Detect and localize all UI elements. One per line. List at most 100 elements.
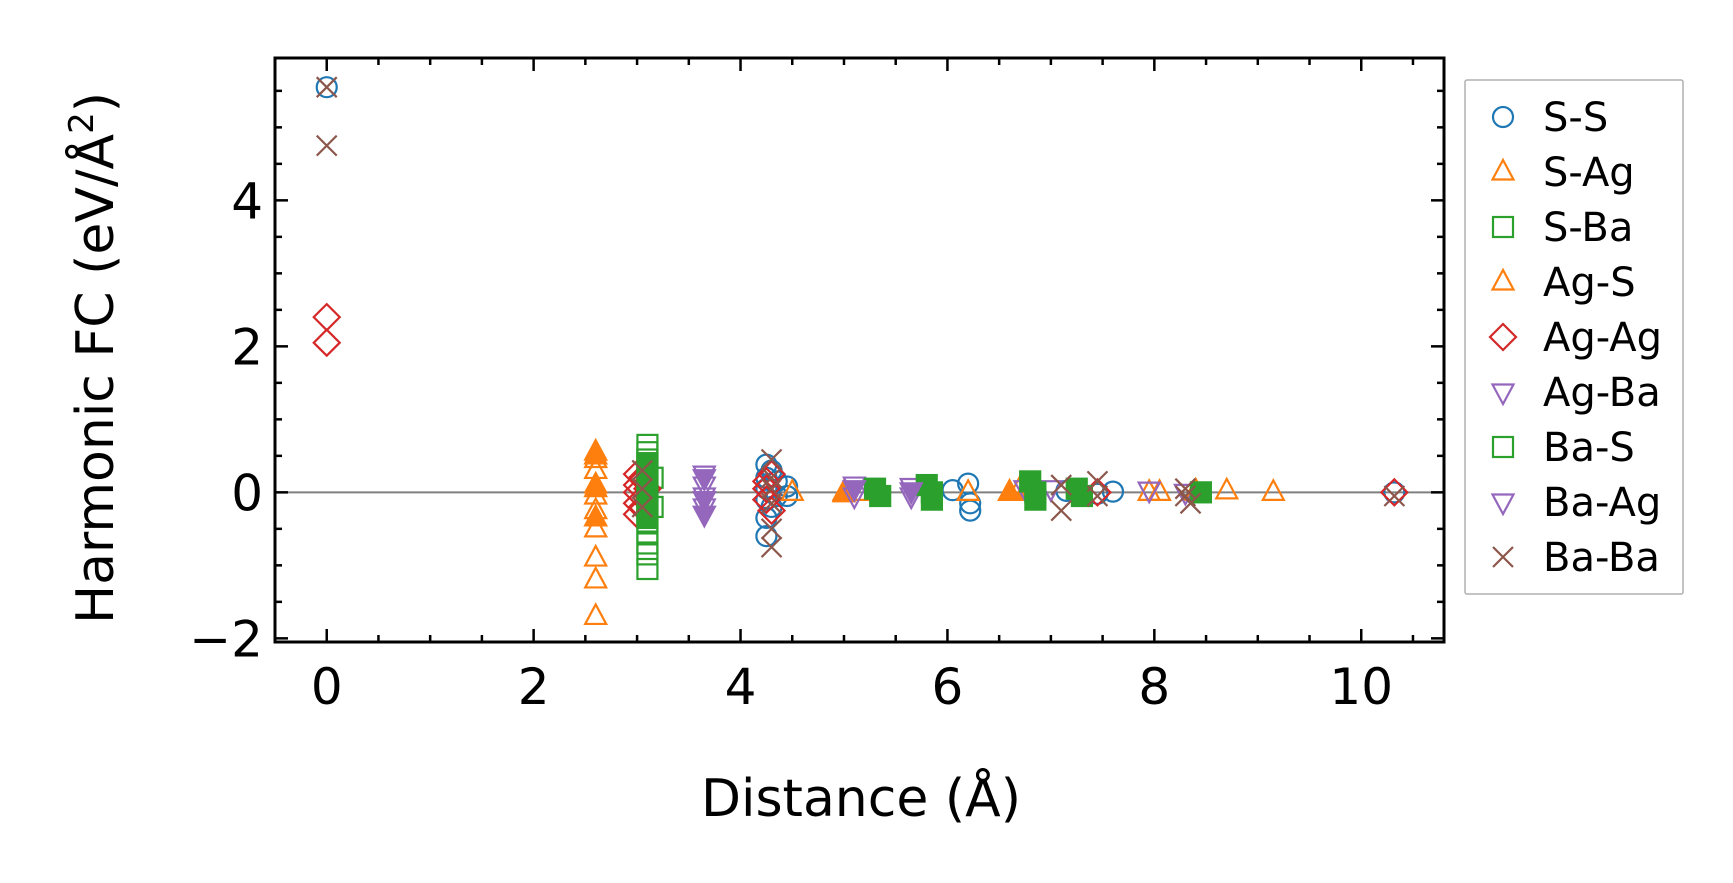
legend-label: Ag-S [1543,260,1636,306]
data-point [1383,481,1406,504]
series-s-s [315,76,1406,548]
y-axis-label-close: ) [66,92,126,112]
data-point [636,433,659,456]
data-point [1383,485,1406,507]
x-tick-label: 8 [1138,658,1170,716]
legend-marker [1491,105,1515,129]
series-ba-ba [315,76,1406,558]
legend-label: Ba-Ag [1543,480,1661,526]
data-point [583,543,609,567]
legend: S-S S-Ag S-Ba Ag-S Ag-Ag Ag-Ba Ba-S Ba-Ag Ba-Ba [1464,79,1684,595]
legend-item: Ba-S [1491,425,1635,471]
data-point [1214,476,1240,500]
legend-label: Ba-Ba [1543,535,1660,581]
data-point [1070,484,1094,508]
x-axis-label: Distance (Å) [701,767,1021,829]
data-point [1050,499,1073,522]
data-point [631,496,654,518]
data-point [1024,488,1047,511]
data-point [760,536,783,558]
data-point [841,480,867,504]
y-tick-label: 4 [231,172,263,230]
plot-area [275,76,1444,626]
data-point [583,441,609,465]
data-point [583,514,609,538]
legend-marker [1492,546,1514,568]
legend-item: S-Ag [1490,150,1635,196]
data-point [760,448,783,471]
data-point [760,518,783,540]
legend-frame [1464,79,1684,595]
data-point [898,482,924,506]
data-point [583,474,609,498]
plot-frame [273,56,1446,644]
data-point [636,452,659,475]
legend-item: S-S [1491,95,1608,141]
data-point [751,485,781,515]
x-tick-label: 2 [518,658,550,716]
legend-label: Ag-Ag [1543,315,1662,361]
data-point [315,134,338,157]
legend-item: Ag-Ag [1488,315,1662,361]
data-point [1050,474,1073,496]
legend-marker [1491,435,1515,459]
legend-marker [1488,322,1518,352]
data-point [583,565,609,589]
series-ag-ag [312,302,1409,529]
data-point [636,557,659,581]
legend-marker [1490,493,1516,517]
x-tick-label: 4 [725,658,757,716]
x-tick-label: 6 [932,658,964,716]
legend-marker [1491,215,1515,239]
data-point [583,503,609,527]
series-ba-ag [691,469,924,529]
data-point [312,302,342,332]
data-point [760,466,783,489]
data-point [583,602,609,626]
data-point [315,76,338,98]
legend-label: S-Ag [1543,150,1635,196]
legend-label: Ba-S [1543,425,1635,471]
data-point [920,488,944,511]
data-point [691,505,717,529]
data-point [631,459,654,482]
legend-marker [1490,267,1516,291]
y-axis-label: Harmonic FC (eV/Å2) [62,92,126,624]
axis-ticks [273,56,1446,644]
data-point [755,525,778,548]
data-point [1174,477,1197,500]
legend-label: S-Ba [1543,205,1633,251]
y-tick-labels: −2 0 2 4 [189,172,263,668]
legend-item: Ag-S [1490,260,1636,306]
y-tick-label: −2 [189,610,263,668]
y-tick-label: 0 [231,464,263,522]
x-tick-labels: 0 2 4 6 8 10 [311,658,1393,716]
legend-marker [1490,383,1516,407]
data-point [760,492,783,515]
data-point [312,328,342,358]
data-point [959,492,982,515]
data-point [315,76,338,99]
series-s-ag [583,437,1286,626]
data-point [997,478,1022,501]
data-point [955,478,981,501]
data-point [1179,492,1202,515]
data-point [1086,485,1109,507]
data-point [1136,481,1162,505]
x-tick-label: 0 [311,658,343,716]
data-point [1260,478,1286,501]
data-point [636,506,659,529]
data-point [779,478,805,501]
legend-item: S-Ba [1491,205,1633,251]
y-axis-label-text: Harmonic FC (eV/Å [64,133,126,624]
legend-item: Ag-Ba [1490,370,1661,416]
data-point [869,484,892,508]
data-point [636,543,659,566]
y-axis-label-superscript: 2 [62,112,102,134]
data-point [1147,478,1172,501]
legend-label: S-S [1543,95,1608,141]
data-point [691,491,717,514]
legend-item: Ba-Ag [1490,480,1661,526]
legend-marker [1490,157,1516,181]
